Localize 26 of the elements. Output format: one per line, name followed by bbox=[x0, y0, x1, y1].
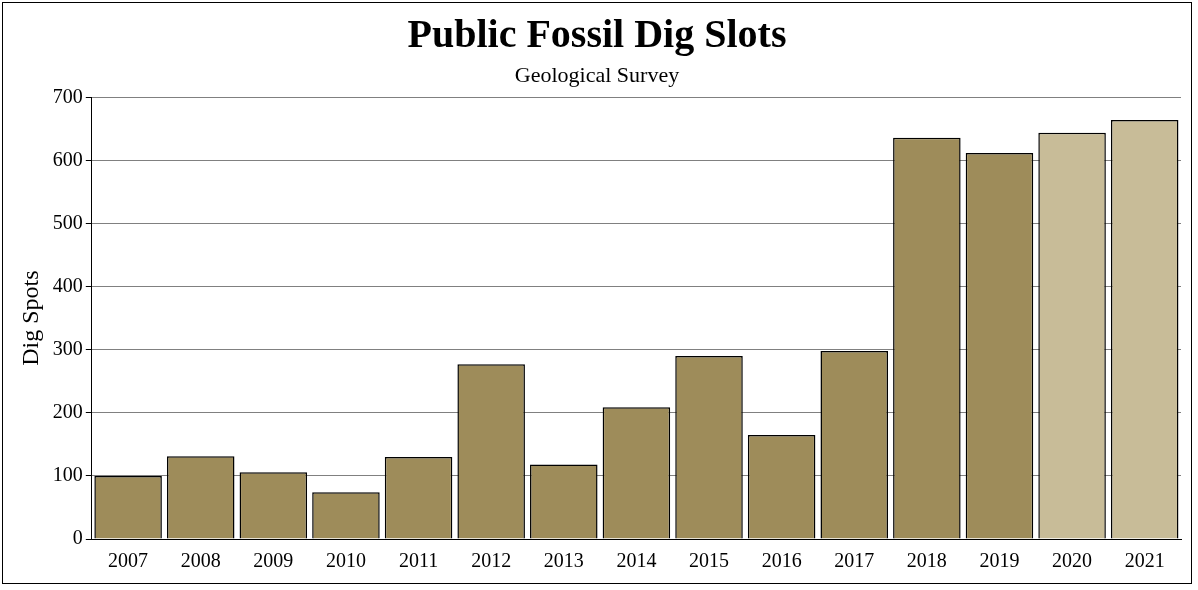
x-tick-label: 2012 bbox=[471, 549, 512, 572]
chart-subtitle: Geological Survey bbox=[514, 61, 680, 87]
y-tick-label: 400 bbox=[52, 273, 83, 296]
y-tick-label: 200 bbox=[52, 400, 83, 423]
x-tick-label: 2017 bbox=[834, 549, 875, 572]
x-tick-label: 2019 bbox=[979, 549, 1020, 572]
x-tick-label: 2013 bbox=[543, 549, 584, 572]
y-tick-label: 100 bbox=[52, 463, 83, 486]
x-tick-label: 2020 bbox=[1052, 549, 1093, 572]
chart-title: Public Fossil Dig Slots bbox=[407, 11, 787, 57]
x-tick-label: 2018 bbox=[906, 549, 947, 572]
y-tick-label: 500 bbox=[52, 210, 83, 233]
x-tick-label: 2014 bbox=[616, 549, 657, 572]
y-tick-label: 600 bbox=[52, 147, 83, 170]
x-tick-label: 2009 bbox=[253, 549, 294, 572]
x-tick-label: 2010 bbox=[325, 549, 366, 572]
x-tick-label: 2007 bbox=[108, 549, 149, 572]
x-tick-label: 2016 bbox=[761, 549, 802, 572]
x-tick-label: 2011 bbox=[398, 549, 439, 572]
y-tick-label: 300 bbox=[52, 336, 83, 359]
y-tick-label: 0 bbox=[72, 526, 83, 549]
x-tick-label: 2015 bbox=[689, 549, 730, 572]
y-axis-title: Dig Spots bbox=[16, 270, 43, 366]
x-tick-label: 2008 bbox=[180, 549, 221, 572]
y-tick-label: 700 bbox=[52, 84, 83, 107]
x-tick-label: 2021 bbox=[1124, 549, 1165, 572]
